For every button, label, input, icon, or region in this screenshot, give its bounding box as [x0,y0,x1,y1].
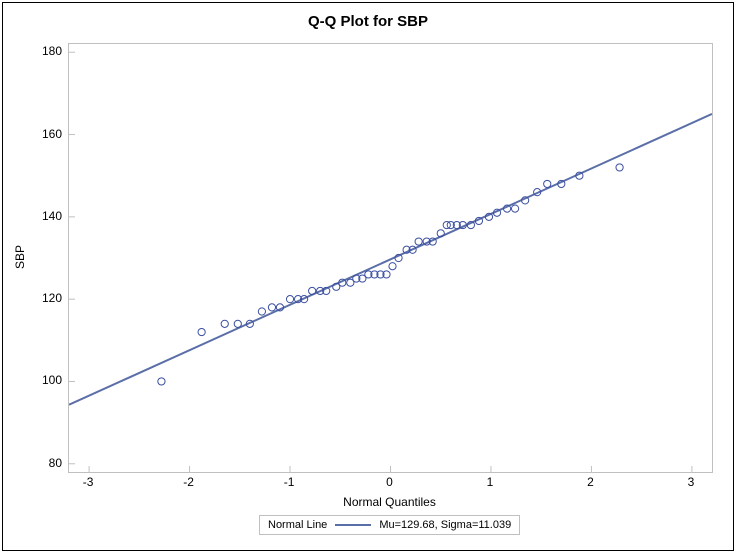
x-tick-label: -2 [183,475,194,489]
x-tick-label: 0 [386,475,393,489]
legend: Normal Line Mu=129.68, Sigma=11.039 [259,515,520,535]
chart-frame: Q-Q Plot for SBP SBP Normal Quantiles No… [2,2,734,551]
y-axis-label: SBP [13,245,27,269]
plot-svg [69,44,712,472]
data-point [309,287,316,294]
x-tick-label: 3 [688,475,695,489]
chart-title: Q-Q Plot for SBP [3,13,733,30]
x-tick-label: 1 [487,475,494,489]
data-point [286,296,293,303]
x-tick-label: 2 [587,475,594,489]
y-tick-label: 120 [34,291,62,305]
y-tick-label: 100 [34,373,62,387]
y-tick-label: 160 [34,127,62,141]
data-point [234,320,241,327]
legend-line-swatch [335,524,371,526]
data-point [544,180,551,187]
data-point [158,378,165,385]
x-tick-label: -1 [284,475,295,489]
data-point [415,238,422,245]
y-tick-label: 80 [34,456,62,470]
data-point [616,164,623,171]
data-point [389,263,396,270]
legend-params-label: Mu=129.68, Sigma=11.039 [379,519,511,531]
x-tick-label: -3 [83,475,94,489]
data-point [268,304,275,311]
legend-series-label: Normal Line [268,519,327,531]
data-point [258,308,265,315]
plot-area [68,43,713,473]
y-tick-label: 180 [34,44,62,58]
x-axis-label: Normal Quantiles [343,495,436,509]
normal-line [69,114,712,405]
data-point [221,320,228,327]
data-point [198,328,205,335]
data-point [511,205,518,212]
y-tick-label: 140 [34,209,62,223]
